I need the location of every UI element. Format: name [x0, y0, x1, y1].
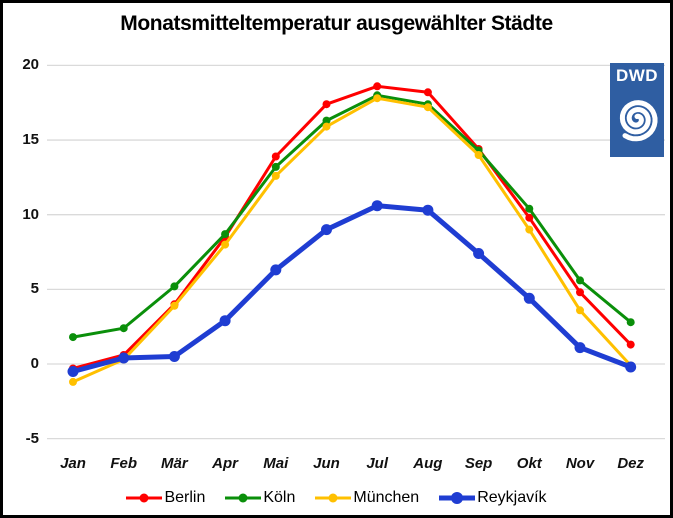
legend-marker-reykjavik: [439, 492, 476, 504]
data-point: [371, 200, 383, 212]
legend-marker-koeln: [225, 492, 262, 504]
legend-marker-muenchen: [315, 492, 352, 504]
data-point: [373, 94, 382, 103]
data-point: [219, 315, 231, 327]
y-tick-label: 0: [30, 355, 39, 372]
data-point: [626, 340, 635, 349]
legend-label-berlin: Berlin: [164, 489, 206, 506]
data-point: [69, 377, 77, 386]
data-point: [626, 318, 635, 327]
x-tick-label: Mär: [161, 455, 188, 472]
legend-item-reykjavik: Reykjavík: [439, 489, 547, 507]
x-tick-label: Okt: [516, 455, 542, 472]
data-point: [270, 264, 282, 276]
line-chart-plot: [47, 64, 665, 440]
x-tick-label: Dez: [617, 455, 645, 472]
x-tick-label: Jan: [60, 455, 86, 472]
data-point: [170, 282, 179, 291]
legend-label-koeln: Köln: [263, 489, 296, 506]
data-point: [523, 292, 535, 304]
x-tick-label: Jul: [366, 455, 389, 472]
data-point: [322, 100, 331, 109]
data-point: [170, 301, 179, 310]
y-tick-label: 15: [22, 131, 39, 149]
data-point: [271, 152, 280, 161]
x-tick-label: Feb: [110, 455, 138, 472]
series-line-münchen: [71, 96, 633, 384]
data-point: [271, 171, 280, 180]
data-point: [168, 351, 180, 362]
data-point: [525, 204, 534, 213]
chart-title: Monatsmitteltemperatur ausgewählter Städ…: [120, 12, 553, 35]
data-point: [574, 342, 586, 354]
y-tick-label: 10: [22, 205, 39, 223]
data-point: [422, 204, 434, 216]
legend-marker-berlin: [126, 492, 163, 504]
data-point: [321, 224, 332, 236]
series-line-reykjavík: [70, 203, 634, 374]
data-point: [576, 306, 584, 315]
series-line-köln: [71, 93, 633, 339]
data-point: [322, 116, 331, 125]
x-tick-label: Aug: [413, 455, 443, 472]
data-point: [271, 162, 280, 171]
x-tick-label: Apr: [212, 455, 239, 472]
data-point: [576, 276, 584, 285]
data-point: [67, 366, 79, 377]
y-tick-label: -5: [25, 429, 39, 447]
legend-item-koeln: Köln: [225, 489, 295, 507]
data-point: [423, 103, 432, 112]
data-point: [474, 151, 483, 159]
data-point: [625, 361, 637, 373]
legend-item-muenchen: München: [315, 489, 419, 507]
legend: Berlin Köln München Reykjavík: [3, 489, 670, 507]
data-point: [525, 225, 534, 234]
data-point: [373, 82, 382, 91]
data-point: [119, 324, 128, 333]
data-point: [525, 213, 534, 222]
y-tick-label: 5: [30, 280, 39, 298]
y-tick-label: 20: [22, 56, 39, 74]
data-point: [69, 333, 77, 342]
dwd-spiral-icon: [619, 100, 658, 142]
data-point: [118, 352, 130, 364]
legend-label-reykjavik: Reykjavík: [477, 489, 547, 506]
data-point: [221, 230, 230, 239]
x-tick-label: Mai: [263, 455, 289, 472]
legend-label-muenchen: München: [353, 489, 420, 506]
data-point: [473, 248, 485, 259]
spiral-path: [619, 100, 658, 142]
legend-item-berlin: Berlin: [126, 489, 205, 507]
data-point: [221, 240, 230, 249]
data-point: [423, 88, 432, 97]
data-point: [322, 122, 331, 131]
data-point: [576, 288, 584, 297]
x-tick-label: Nov: [565, 455, 595, 472]
dwd-logo: DWD: [610, 63, 664, 157]
x-tick-label: Jun: [313, 455, 340, 472]
dwd-logo-text: DWD: [615, 66, 659, 85]
x-tick-label: Sep: [464, 455, 493, 472]
